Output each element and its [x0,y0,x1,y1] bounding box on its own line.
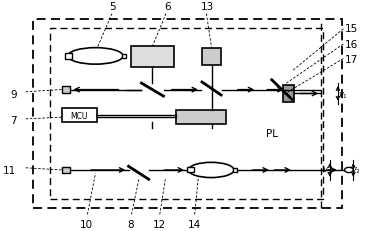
Text: 10: 10 [80,219,93,229]
Text: 14: 14 [188,219,201,229]
Text: 15: 15 [345,24,358,33]
Text: 7: 7 [10,116,17,125]
Bar [132,47,174,67]
Text: $v_1$: $v_1$ [338,90,348,101]
Text: 11: 11 [3,165,17,175]
Text: PL: PL [266,128,278,138]
Bar [65,54,72,59]
Text: 17: 17 [345,55,358,65]
Text: 5: 5 [109,2,115,12]
Bar [62,167,70,173]
Text: 12: 12 [153,219,167,229]
Text: 8: 8 [127,219,134,229]
Circle shape [344,168,353,173]
Text: $v_2$: $v_2$ [351,165,361,176]
Text: MCU: MCU [71,111,88,120]
Text: 13: 13 [201,2,214,12]
Text: $v_3$: $v_3$ [322,165,332,176]
Bar [50,28,323,199]
Bar [283,86,294,102]
Bar [62,87,70,93]
Bar [33,20,341,208]
Bar [62,109,97,123]
Bar [122,55,126,58]
Text: 6: 6 [164,2,170,12]
Text: 9: 9 [10,90,17,100]
Bar [233,168,237,172]
Bar [202,49,221,65]
Bar [187,168,194,172]
Text: 16: 16 [345,40,358,50]
Bar [176,111,226,125]
